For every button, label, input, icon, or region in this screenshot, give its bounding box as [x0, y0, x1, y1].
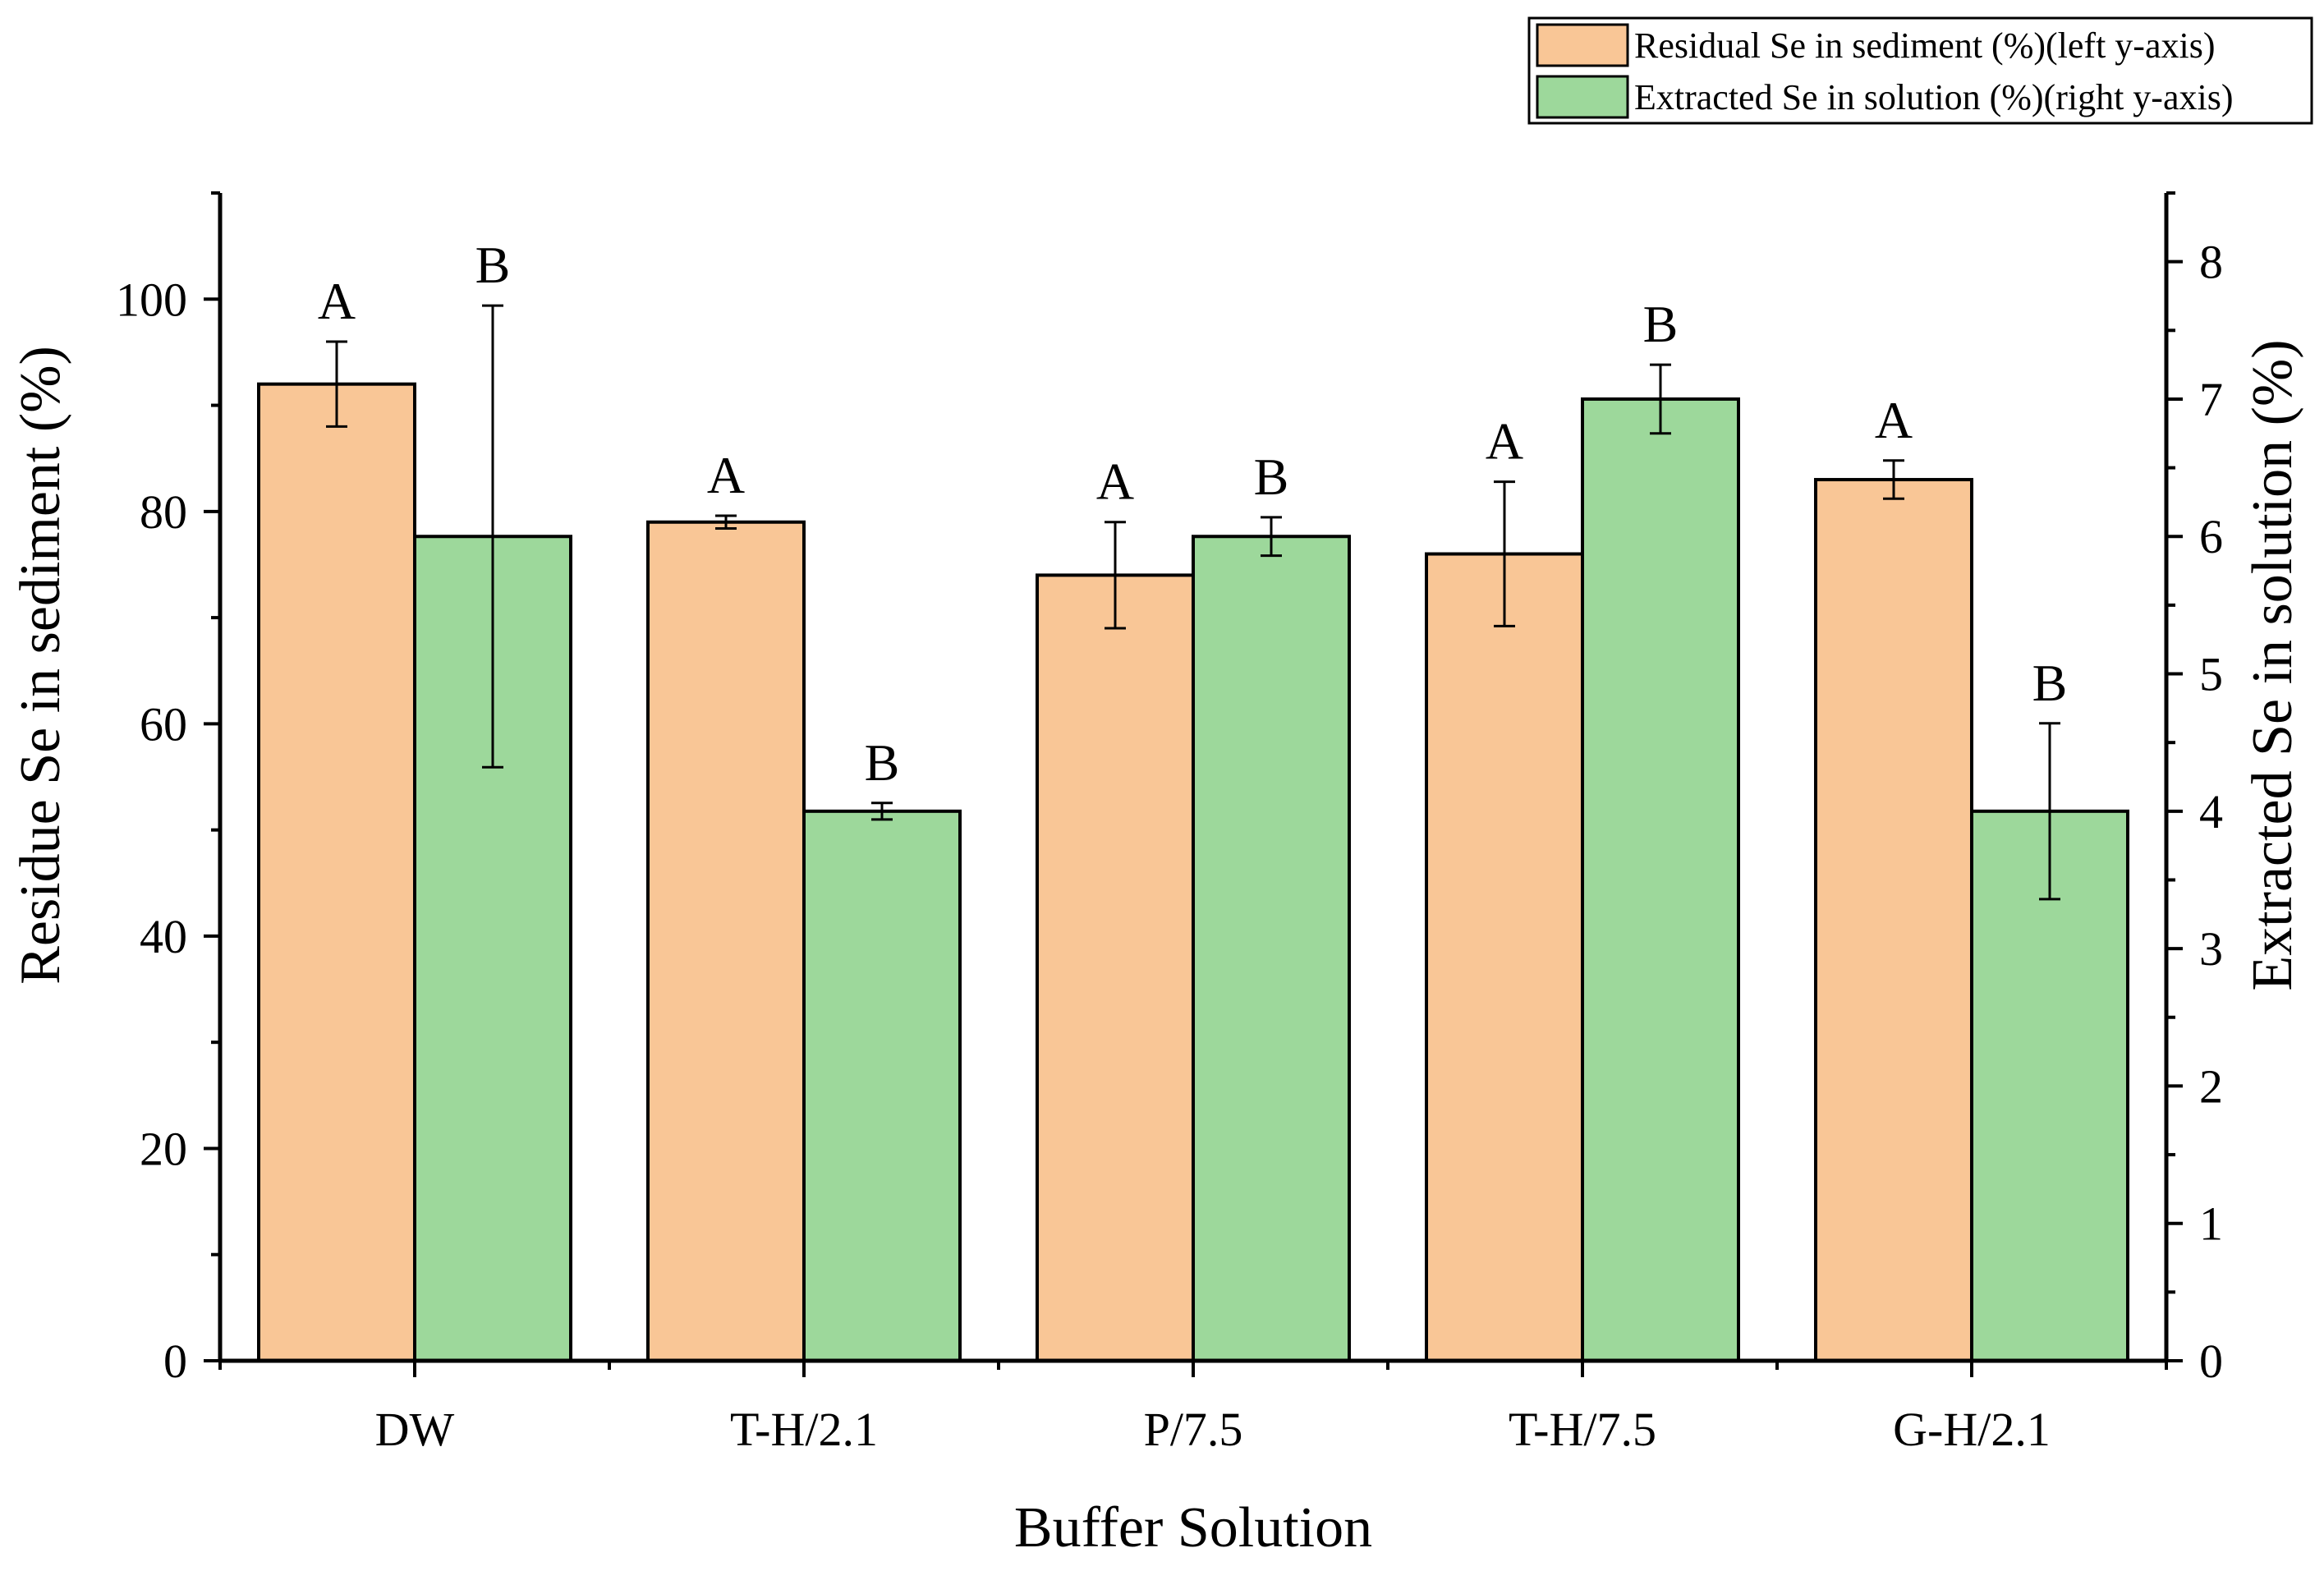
error-bar-extracted-DW — [482, 304, 503, 769]
left-tick-label-60: 60 — [140, 697, 187, 751]
right-tick-label-4: 4 — [2199, 785, 2223, 838]
x-axis-title: Buffer Solution — [1014, 1496, 1372, 1560]
legend-label-residual: Residual Se in sediment (%)(left y-axis) — [1634, 25, 2215, 66]
left-tick-label-100: 100 — [116, 273, 187, 326]
x-tick-label-T-H/7.5: T-H/7.5 — [1509, 1403, 1656, 1456]
bar-extracted-P/7.5 — [1192, 535, 1351, 1362]
error-bar-extracted-P/7.5 — [1261, 516, 1282, 558]
bar-residual-G-H/2.1 — [1814, 478, 1973, 1362]
significance-label-residual-P/7.5: A — [1096, 452, 1134, 511]
significance-labels-layer: A A A A A B B B B B — [318, 236, 2067, 792]
bar-extracted-G-H/2.1 — [1970, 809, 2129, 1362]
left-y-axis-title: Residue Se in sediment (%) — [9, 346, 72, 985]
left-tick-label-0: 0 — [163, 1334, 187, 1388]
right-tick-label-6: 6 — [2199, 510, 2223, 563]
error-bar-extracted-T-H/7.5 — [1650, 363, 1671, 435]
error-bar-extracted-T-H/2.1 — [871, 802, 893, 821]
bars-layer — [257, 382, 2129, 1362]
significance-label-extracted-T-H/7.5: B — [1643, 295, 1679, 353]
significance-label-residual-T-H/2.1: A — [707, 446, 745, 504]
left-tick-label-40: 40 — [140, 910, 187, 963]
right-tick-label-5: 5 — [2199, 648, 2223, 701]
legend-swatch-extracted — [1536, 75, 1629, 119]
error-bar-residual-P/7.5 — [1105, 521, 1126, 630]
error-bar-residual-DW — [326, 340, 347, 428]
significance-label-extracted-G-H/2.1: B — [2032, 654, 2068, 712]
bar-extracted-T-H/7.5 — [1581, 397, 1740, 1362]
right-tick-label-1: 1 — [2199, 1197, 2223, 1251]
legend-box — [1527, 16, 2313, 125]
errorbars-layer — [326, 304, 2060, 901]
legend-swatch-residual — [1536, 23, 1629, 67]
legend: Residual Se in sediment (%)(left y-axis)… — [1527, 16, 2313, 125]
ticks-layer: 0 20 40 60 80 100 0 1 2 3 4 5 6 7 8 DW T-H/2.1 P/7.5 T-H/7… — [116, 191, 2223, 1456]
right-tick-label-8: 8 — [2199, 236, 2223, 289]
error-bar-residual-T-H/7.5 — [1494, 480, 1515, 627]
left-tick-label-80: 80 — [140, 485, 187, 539]
right-tick-label-7: 7 — [2199, 373, 2223, 426]
bar-residual-T-H/7.5 — [1425, 552, 1584, 1362]
error-bar-residual-G-H/2.1 — [1883, 459, 1904, 500]
error-bar-residual-T-H/2.1 — [715, 514, 737, 531]
right-tick-label-0: 0 — [2199, 1334, 2223, 1388]
right-tick-label-2: 2 — [2199, 1059, 2223, 1113]
left-tick-label-20: 20 — [140, 1122, 187, 1175]
bar-extracted-T-H/2.1 — [802, 809, 962, 1362]
significance-label-extracted-DW: B — [475, 236, 511, 294]
significance-label-residual-G-H/2.1: A — [1875, 391, 1913, 449]
right-tick-label-3: 3 — [2199, 922, 2223, 976]
bar-residual-DW — [257, 382, 416, 1362]
x-tick-label-T-H/2.1: T-H/2.1 — [730, 1403, 878, 1456]
significance-label-residual-T-H/7.5: A — [1486, 412, 1523, 471]
right-y-axis-title: Extracted Se in solution (%) — [2241, 339, 2304, 990]
x-tick-label-DW: DW — [375, 1403, 455, 1456]
bar-residual-T-H/2.1 — [646, 520, 806, 1362]
x-tick-label-G-H/2.1: G-H/2.1 — [1893, 1403, 2051, 1456]
legend-label-extracted: Extracted Se in solution (%)(right y-axi… — [1634, 77, 2233, 117]
bar-residual-P/7.5 — [1036, 573, 1195, 1362]
x-tick-label-P/7.5: P/7.5 — [1144, 1403, 1243, 1456]
significance-label-residual-DW: A — [318, 272, 356, 330]
significance-label-extracted-T-H/2.1: B — [865, 733, 900, 792]
error-bar-extracted-G-H/2.1 — [2039, 722, 2060, 901]
significance-label-extracted-P/7.5: B — [1254, 448, 1289, 506]
